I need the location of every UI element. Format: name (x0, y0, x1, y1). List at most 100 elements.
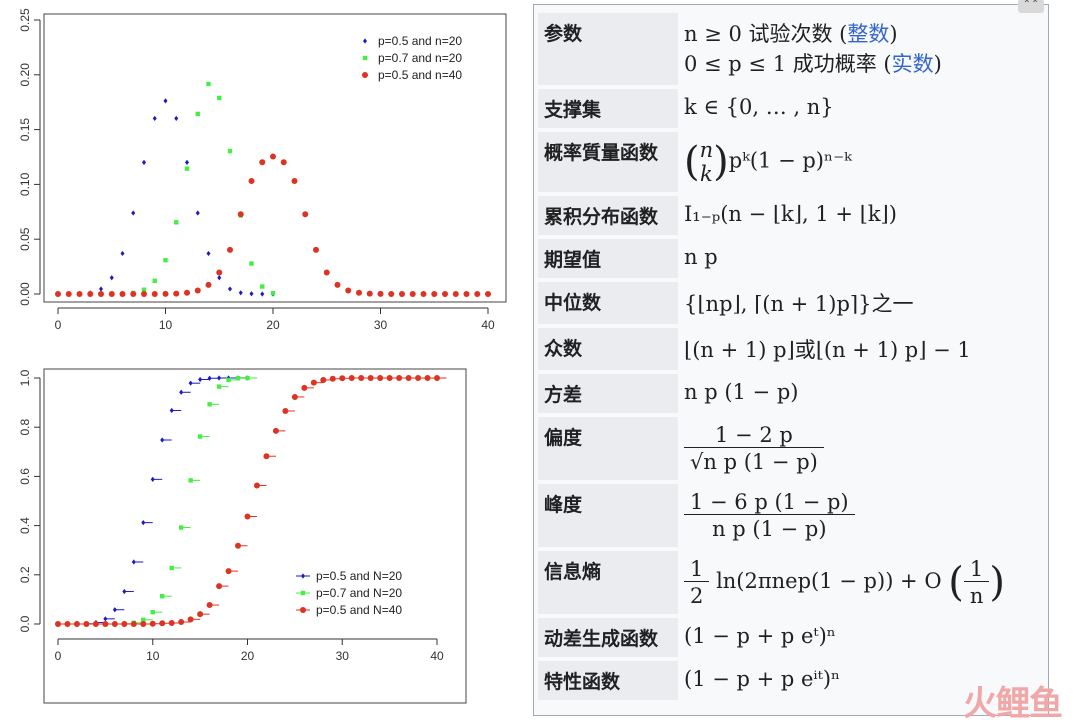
series-2-point-39 (424, 375, 431, 381)
series-0-point-11 (160, 437, 165, 443)
series-2-point-3 (87, 291, 94, 297)
series-0-point-17 (238, 290, 243, 296)
series-2-point-25 (291, 393, 298, 400)
series-1-point-9 (152, 278, 157, 284)
series-2-point-14 (187, 616, 194, 623)
y-tick-label-0.25: 0.25 (18, 8, 32, 32)
kurtosis-fraction: 1 − 6 p (1 − p) n p (1 − p) (684, 490, 855, 541)
row-kurtosis: 峰度 1 − 6 p (1 − p) n p (1 − p) (538, 484, 1044, 547)
series-1-point-13 (195, 111, 200, 117)
series-0-point-7 (131, 210, 136, 216)
y-tick-label-0.00: 0.00 (18, 282, 32, 306)
series-0-point-6 (120, 250, 125, 257)
series-2-point-21 (280, 159, 287, 166)
series-0-point-13 (195, 210, 200, 216)
y-tick-label-1.0: 1.0 (18, 369, 32, 386)
row-cdf: 累积分布函数 I₁₋ₚ(n − ⌊k⌋, 1 + ⌊k⌋) (538, 196, 1044, 235)
value-cf: (1 − p + p eⁱᵗ)ⁿ (684, 667, 841, 691)
value-mgf: (1 − p + p eᵗ)ⁿ (684, 624, 836, 648)
series-2-point-31 (348, 375, 355, 381)
series-0-point-14 (188, 380, 193, 386)
series-1-point-19 (235, 376, 241, 381)
series-2-point-14 (205, 281, 212, 288)
value-entropy: ln(2πnep(1 − p)) + O (716, 569, 942, 593)
watermark-logo: 火鲤鱼 (963, 684, 1063, 724)
row-cf: 特性函数 (1 − p + p eⁱᵗ)ⁿ (538, 661, 1044, 700)
series-1-point-9 (141, 617, 146, 623)
row-skewness: 偏度 1 − 2 p √n p (1 − p) (538, 417, 1044, 480)
y-tick-label-0.0: 0.0 (18, 615, 32, 632)
row-mean: 期望值 n p (538, 239, 1044, 278)
series-2-point-1 (65, 291, 72, 297)
value-support: k ∈ {0, … , n} (684, 95, 834, 119)
series-0-point-8 (131, 559, 136, 565)
series-2-point-5 (108, 291, 115, 297)
link-integer[interactable]: 整数 (847, 22, 890, 46)
series-0-point-9 (152, 115, 157, 122)
series-0-point-12 (169, 407, 174, 414)
series-0-point-13 (179, 389, 184, 395)
series-2-point-30 (339, 375, 346, 382)
series-2-point-40 (434, 375, 440, 381)
legend-marker-1 (300, 590, 306, 596)
series-1-point-20 (270, 290, 276, 296)
series-2-point-28 (356, 289, 362, 296)
series-2-point-0 (55, 621, 61, 627)
param-n: n ≥ 0 试验次数 ( (684, 22, 848, 46)
series-2-point-17 (237, 211, 244, 218)
legend-label-2: p=0.5 and n=40 (378, 68, 462, 82)
series-0-point-10 (150, 476, 155, 482)
row-mgf: 动差生成函数 (1 − p + p eᵗ)ⁿ (538, 618, 1044, 657)
x-tick-label-20: 20 (266, 318, 280, 332)
row-mode: 众数 ⌊(n + 1) p⌋或⌊(n + 1) p⌋ − 1 (538, 328, 1044, 370)
series-2-point-13 (178, 619, 185, 626)
info-table: 参数 n ≥ 0 试验次数 (整数) 0 ≤ p ≤ 1 成功概率 (实数) 支… (538, 9, 1044, 704)
legend-label-0: p=0.5 and N=20 (316, 569, 402, 583)
y-tick-label-0.4: 0.4 (18, 517, 32, 534)
series-2-point-5 (102, 621, 109, 627)
link-real[interactable]: 实数 (891, 52, 934, 76)
x-tick-label-30: 30 (374, 318, 388, 332)
x-tick-label-10: 10 (146, 649, 160, 663)
series-2-point-20 (270, 153, 276, 160)
series-2-point-24 (313, 246, 319, 253)
series-2-point-37 (452, 291, 459, 297)
series-1-point-14 (188, 478, 193, 483)
series-2-point-6 (119, 291, 126, 297)
label-parameters: 参数 (538, 13, 678, 85)
param-p: 0 ≤ p ≤ 1 成功概率 ( (684, 52, 892, 76)
series-2-point-30 (377, 290, 384, 297)
x-tick-label-0: 0 (55, 649, 62, 663)
series-2-point-22 (263, 453, 270, 460)
series-2-point-23 (272, 427, 279, 434)
y-tick-label-0.15: 0.15 (18, 118, 32, 142)
series-2-point-25 (323, 269, 330, 276)
series-2-point-35 (386, 375, 393, 381)
legend-label-0: p=0.5 and n=20 (378, 34, 462, 48)
series-2-point-15 (197, 611, 204, 618)
legend-marker-0 (363, 38, 367, 44)
series-2-point-34 (420, 291, 427, 297)
series-2-point-4 (92, 621, 99, 627)
series-2-point-33 (367, 375, 374, 381)
series-2-point-21 (253, 482, 260, 489)
series-1-point-8 (141, 287, 147, 292)
label-median: 中位数 (538, 282, 678, 324)
row-pmf: 概率質量函数 (n k)pᵏ(1 − p)ⁿ⁻ᵏ (538, 132, 1044, 192)
label-cdf: 累积分布函数 (538, 196, 678, 235)
series-2-point-27 (310, 379, 317, 386)
series-2-point-8 (141, 291, 147, 297)
series-2-point-12 (168, 620, 175, 627)
series-0-point-7 (122, 588, 127, 595)
series-2-point-40 (485, 291, 491, 297)
series-2-point-26 (301, 384, 308, 391)
series-2-point-2 (76, 291, 83, 297)
plot-frame (43, 368, 467, 704)
y-tick-label-0.6: 0.6 (18, 468, 32, 485)
distribution-infobox: ⌃⌃ 参数 n ≥ 0 试验次数 (整数) 0 ≤ p ≤ 1 成功概率 (实数… (533, 0, 1049, 716)
value-cdf: I₁₋ₚ(n − ⌊k⌋, 1 + ⌊k⌋) (684, 202, 897, 226)
series-0-point-4 (99, 286, 103, 292)
